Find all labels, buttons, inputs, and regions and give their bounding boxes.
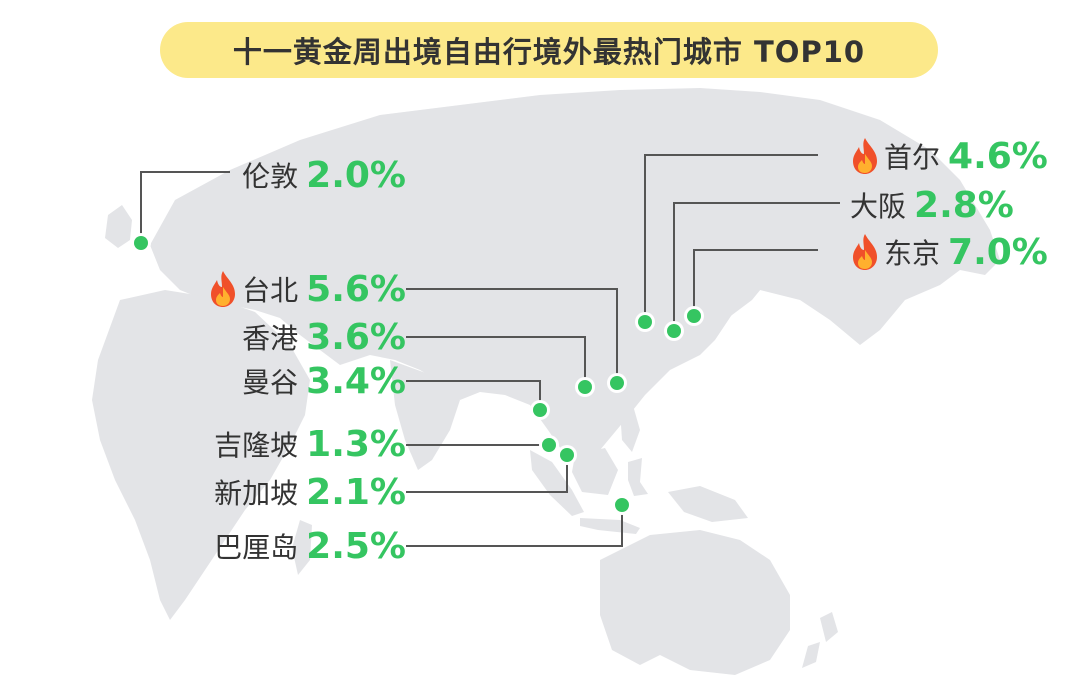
city-10-name: 巴厘岛	[214, 531, 299, 564]
city-7-name: 曼谷	[242, 366, 299, 399]
city-5-marker-dot	[610, 376, 624, 390]
city-4-marker[interactable]	[684, 306, 704, 326]
city-5-marker[interactable]	[607, 373, 627, 393]
city-6-name: 香港	[242, 322, 299, 355]
city-4-percent: 7.0%	[948, 231, 1048, 273]
fire-icon	[850, 137, 880, 175]
city-8-marker[interactable]	[539, 435, 559, 455]
landmass	[92, 88, 1000, 675]
city-4-name: 东京	[884, 237, 941, 270]
city-9-marker-dot	[560, 448, 574, 462]
city-10-label[interactable]: 巴厘岛 2.5%	[214, 521, 406, 571]
city-3-percent: 2.8%	[914, 184, 1014, 226]
title-banner: 十一黄金周出境自由行境外最热门城市 TOP10	[160, 22, 938, 78]
city-8-name: 吉隆坡	[214, 429, 299, 462]
city-7-label[interactable]: 曼谷 3.4%	[242, 356, 406, 406]
city-2-name: 首尔	[884, 141, 941, 174]
city-1-percent: 2.0%	[306, 154, 406, 196]
city-9-label[interactable]: 新加坡 2.1%	[214, 467, 406, 517]
city-3-marker-dot	[667, 324, 681, 338]
city-2-percent: 4.6%	[948, 135, 1048, 177]
leader-lines	[140, 154, 840, 547]
city-6-marker[interactable]	[575, 377, 595, 397]
city-6-marker-dot	[578, 380, 592, 394]
city-4-label[interactable]: 东京 7.0%	[850, 227, 1048, 277]
city-3-marker[interactable]	[664, 321, 684, 341]
city-8-percent: 1.3%	[306, 423, 406, 465]
city-9-leader-line	[406, 455, 568, 493]
city-3-leader-line	[673, 202, 840, 331]
city-4-leader-line	[693, 249, 818, 316]
city-1-marker[interactable]	[131, 233, 151, 253]
city-5-name: 台北	[242, 274, 299, 307]
city-2-marker-dot	[638, 315, 652, 329]
city-markers	[131, 233, 704, 515]
city-6-label[interactable]: 香港 3.6%	[242, 312, 406, 362]
city-1-leader-line	[140, 171, 230, 243]
city-1-marker-dot	[134, 236, 148, 250]
city-10-marker-dot	[615, 498, 629, 512]
city-6-percent: 3.6%	[306, 316, 406, 358]
city-2-label[interactable]: 首尔 4.6%	[850, 131, 1048, 181]
city-5-label[interactable]: 台北 5.6%	[208, 264, 406, 314]
city-7-marker-dot	[533, 403, 547, 417]
city-10-leader-line	[406, 505, 623, 547]
city-9-percent: 2.1%	[306, 471, 406, 513]
fire-icon	[208, 270, 238, 308]
city-3-label[interactable]: 大阪 2.8%	[850, 180, 1014, 230]
city-8-label[interactable]: 吉隆坡 1.3%	[214, 419, 406, 469]
city-5-leader-line	[406, 288, 618, 383]
city-2-marker[interactable]	[635, 312, 655, 332]
page-title: 十一黄金周出境自由行境外最热门城市 TOP10	[232, 35, 866, 69]
city-7-marker[interactable]	[530, 400, 550, 420]
city-1-name: 伦敦	[242, 160, 299, 193]
city-5-percent: 5.6%	[306, 268, 406, 310]
city-4-marker-dot	[687, 309, 701, 323]
city-8-marker-dot	[542, 438, 556, 452]
city-2-leader-line	[644, 154, 818, 322]
city-1-label[interactable]: 伦敦 2.0%	[242, 150, 406, 200]
city-9-name: 新加坡	[214, 477, 299, 510]
city-9-marker[interactable]	[557, 445, 577, 465]
city-10-marker[interactable]	[612, 495, 632, 515]
fire-icon	[850, 233, 880, 271]
city-6-leader-line	[406, 336, 586, 387]
city-10-percent: 2.5%	[306, 525, 406, 567]
city-3-name: 大阪	[850, 190, 907, 223]
city-7-percent: 3.4%	[306, 360, 406, 402]
